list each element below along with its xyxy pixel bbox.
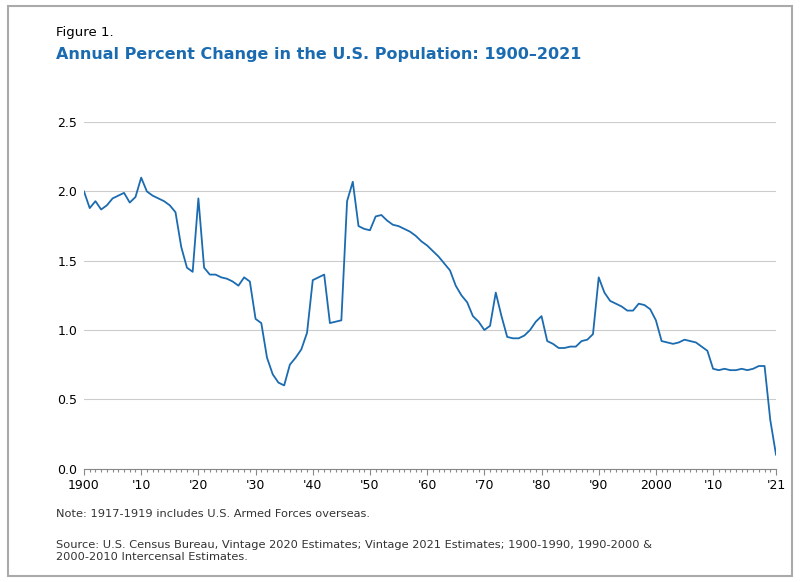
Text: Annual Percent Change in the U.S. Population: 1900–2021: Annual Percent Change in the U.S. Popula… [56,47,582,62]
Text: Note: 1917-1919 includes U.S. Armed Forces overseas.: Note: 1917-1919 includes U.S. Armed Forc… [56,509,370,519]
Text: Figure 1.: Figure 1. [56,26,114,39]
Text: Source: U.S. Census Bureau, Vintage 2020 Estimates; Vintage 2021 Estimates; 1900: Source: U.S. Census Bureau, Vintage 2020… [56,540,652,562]
